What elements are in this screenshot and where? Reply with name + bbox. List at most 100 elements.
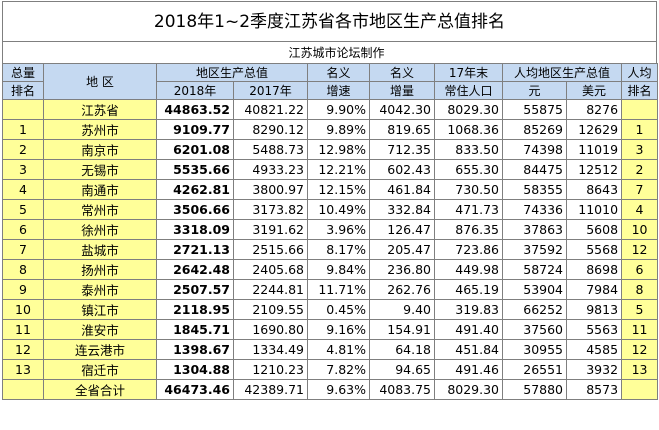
table-row: 1 苏州市 9109.77 8290.12 9.89% 819.65 1068.36 8526… [2,119,659,140]
header-rank-2: 排名 [2,81,44,100]
region-cell: 南通市 [43,179,157,200]
pc-rank-cell: 12 [621,239,659,260]
region-cell: 镇江市 [43,299,157,320]
rank-cell: 5 [2,199,44,220]
pc-rank-cell: 6 [621,259,659,280]
table-row: 9 泰州市 2507.57 2244.81 11.71% 262.76 465.19 5390… [2,279,659,300]
gdp-2018-cell: 2118.95 [156,299,234,320]
page-title: 2018年1~2季度江苏省各市地区生产总值排名 [2,1,657,41]
region-cell: 徐州市 [43,219,157,240]
gdp-2017-cell: 8290.12 [232,119,309,140]
gdp-2018-cell: 3318.09 [156,219,234,240]
gdp-2017-cell: 5488.73 [232,139,309,160]
growth-cell: 7.82% [307,359,371,380]
gdp-2017-cell: 40821.22 [232,99,309,120]
per-capita-usd-cell: 3932 [566,359,623,380]
per-capita-yuan-cell: 55875 [502,99,568,120]
header-gdp-2018: 2018年 [156,81,234,100]
pc-rank-cell: 3 [621,139,659,160]
gdp-2018-cell: 9109.77 [156,119,234,140]
region-cell: 无锡市 [43,159,157,180]
growth-cell: 10.49% [307,199,371,220]
growth-cell: 9.89% [307,119,371,140]
table-row: 8 扬州市 2642.48 2405.68 9.84% 236.80 449.98 58724… [2,259,659,280]
pc-rank-cell: 2 [621,159,659,180]
pc-rank-cell: 4 [621,199,659,220]
per-capita-yuan-cell: 58355 [502,179,568,200]
per-capita-usd-cell: 5568 [566,239,623,260]
region-cell: 连云港市 [43,339,157,360]
table-row: 10 镇江市 2118.95 2109.55 0.45% 9.40 319.83 66252 9… [2,299,659,320]
region-cell: 江苏省 [43,99,157,120]
increase-cell: 819.65 [369,119,436,140]
header-usd: 美元 [566,81,623,100]
rank-cell: 9 [2,279,44,300]
rank-cell: 13 [2,359,44,380]
gdp-2017-cell: 1690.80 [232,319,309,340]
growth-cell: 0.45% [307,299,371,320]
increase-cell: 602.43 [369,159,436,180]
gdp-2018-cell: 2721.13 [156,239,234,260]
header-row-2: 排名 2018年 2017年 增速 增量 常住人口 元 美元 排名 [2,81,659,100]
header-population-2: 常住人口 [434,81,504,100]
gdp-2018-cell: 6201.08 [156,139,234,160]
population-cell: 491.46 [434,359,504,380]
per-capita-yuan-cell: 37560 [502,319,568,340]
header-pc-rank-2: 排名 [621,81,659,100]
gdp-table: 总量 地 区 地区生产总值 名义 名义 17年末 人均地区生产总值 人均 排名 … [2,63,659,400]
per-capita-usd-cell: 12629 [566,119,623,140]
gdp-2017-cell: 42389.71 [232,379,309,400]
per-capita-usd-cell: 9813 [566,299,623,320]
increase-cell: 64.18 [369,339,436,360]
population-cell: 465.19 [434,279,504,300]
region-cell: 南京市 [43,139,157,160]
header-nominal-growth-2: 增速 [307,81,371,100]
increase-cell: 262.76 [369,279,436,300]
table-row: 7 盐城市 2721.13 2515.66 8.17% 205.47 723.86 37592… [2,239,659,260]
per-capita-yuan-cell: 66252 [502,299,568,320]
per-capita-usd-cell: 5608 [566,219,623,240]
gdp-2018-cell: 2507.57 [156,279,234,300]
rank-cell [2,99,44,120]
header-pc-rank: 人均 [621,63,659,82]
header-gdp-group: 地区生产总值 [155,63,309,82]
gdp-2017-cell: 3191.62 [232,219,309,240]
table-row: 4 南通市 4262.81 3800.97 12.15% 461.84 730.50 5835… [2,179,659,200]
header-nominal-growth: 名义 [307,63,371,82]
rank-cell: 11 [2,319,44,340]
pc-rank-cell: 8 [621,279,659,300]
per-capita-usd-cell: 8276 [566,99,623,120]
increase-cell: 712.35 [369,139,436,160]
region-cell: 淮安市 [43,319,157,340]
region-cell: 宿迁市 [43,359,157,380]
table-row: 5 常州市 3506.66 3173.82 10.49% 332.84 471.73 7433… [2,199,659,220]
gdp-2018-cell: 44863.52 [156,99,234,120]
increase-cell: 4042.30 [369,99,436,120]
pc-rank-cell: 13 [621,359,659,380]
region-cell: 泰州市 [43,279,157,300]
population-cell: 8029.30 [434,379,504,400]
table-row: 11 淮安市 1845.71 1690.80 9.16% 154.91 491.40 3756… [2,319,659,340]
rank-cell: 1 [2,119,44,140]
table-row: 12 连云港市 1398.67 1334.49 4.81% 64.18 451.84 3095… [2,339,659,360]
increase-cell: 4083.75 [369,379,436,400]
per-capita-yuan-cell: 37863 [502,219,568,240]
region-cell: 扬州市 [43,259,157,280]
pc-rank-cell [621,99,659,120]
rank-cell: 6 [2,219,44,240]
rank-cell: 3 [2,159,44,180]
population-cell: 723.86 [434,239,504,260]
rank-cell: 4 [2,179,44,200]
increase-cell: 9.40 [369,299,436,320]
rank-cell [2,379,44,400]
per-capita-usd-cell: 7984 [566,279,623,300]
growth-cell: 11.71% [307,279,371,300]
growth-cell: 12.98% [307,139,371,160]
gdp-2017-cell: 1210.23 [232,359,309,380]
header-population: 17年末 [434,63,504,82]
per-capita-yuan-cell: 30955 [502,339,568,360]
header-yuan: 元 [502,81,568,100]
growth-cell: 9.90% [307,99,371,120]
growth-cell: 9.16% [307,319,371,340]
growth-cell: 12.21% [307,159,371,180]
